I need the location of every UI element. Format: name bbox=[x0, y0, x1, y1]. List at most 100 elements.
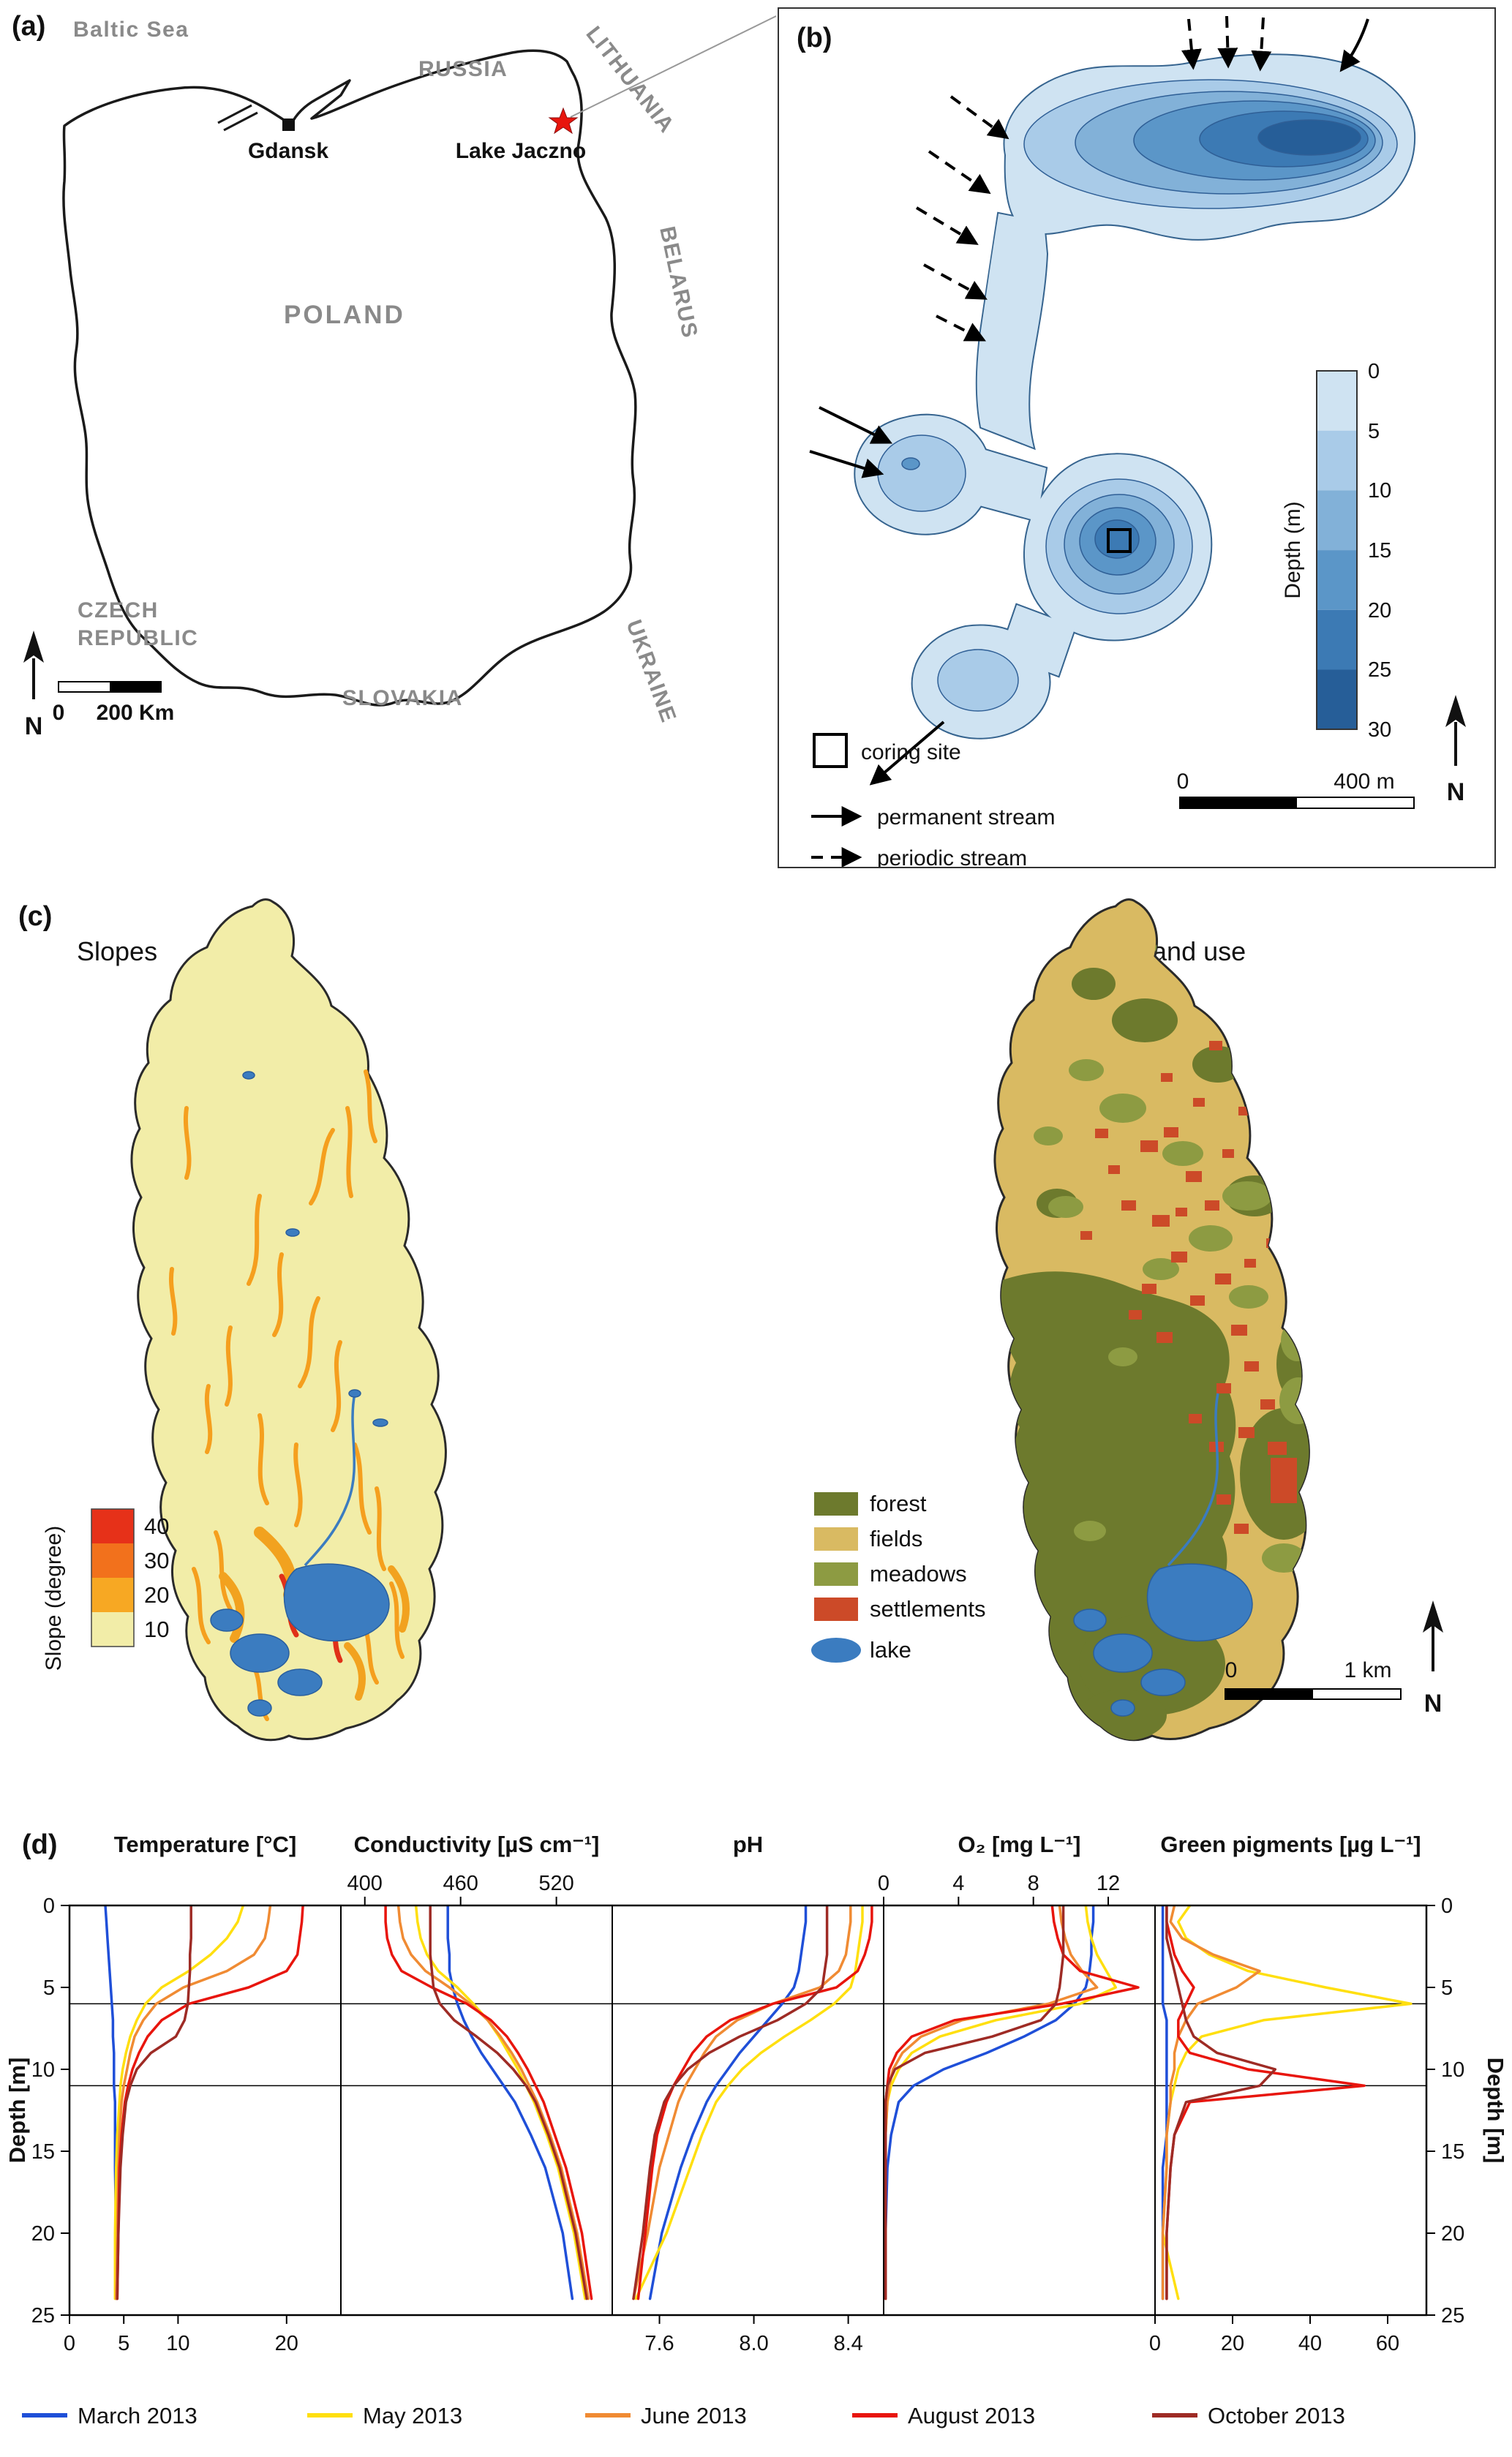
series-march-2013-temperature-c- bbox=[104, 1906, 118, 2300]
poland-outline bbox=[62, 49, 637, 707]
series-june-2013-ph bbox=[632, 1906, 852, 2300]
label-russia: RUSSIA bbox=[418, 57, 508, 81]
tick-label-green-pigments-g-l-: 20 bbox=[1221, 2332, 1244, 2355]
scale-bar: 0 200 Km bbox=[53, 681, 174, 725]
landuse-legend: forest fields meadows settlements lake bbox=[811, 1491, 986, 1663]
label-gdansk: Gdansk bbox=[248, 139, 328, 163]
series-may-2013-ph bbox=[634, 1906, 864, 2300]
legend-fields: fields bbox=[870, 1526, 922, 1551]
slope-tick-20: 20 bbox=[144, 1582, 169, 1608]
tick-label-green-pigments-g-l-: 40 bbox=[1298, 2332, 1322, 2355]
legend-meadows: meadows bbox=[870, 1561, 967, 1587]
label-lithuania: LITHUANIA bbox=[581, 22, 679, 138]
tick-label-ph: 8.4 bbox=[833, 2332, 862, 2355]
tick-label-temperature-c-: 5 bbox=[118, 2332, 129, 2355]
series-october-2013-conductivity-s-cm- bbox=[429, 1906, 588, 2300]
depth-tick-right: 25 bbox=[1441, 2304, 1464, 2328]
lake-bathymetry bbox=[854, 53, 1416, 740]
scale-distance: 400 m bbox=[1334, 770, 1394, 794]
tick-label-temperature-c-: 0 bbox=[64, 2332, 75, 2355]
lakes bbox=[1073, 1563, 1253, 1717]
tick-label-green-pigments-g-l-: 60 bbox=[1376, 2332, 1399, 2355]
panel-b-map: (b) bbox=[797, 15, 1466, 867]
permanent-stream-label: permanent stream bbox=[877, 805, 1055, 829]
stream-line bbox=[1167, 1393, 1219, 1567]
gdansk-marker bbox=[282, 118, 295, 131]
depth-tick-20: 20 bbox=[1368, 599, 1391, 622]
tick-label-ph: 8.0 bbox=[739, 2332, 768, 2355]
scale-zero: 0 bbox=[1225, 1658, 1238, 1682]
panel-c-scale-bar: 0 1 km bbox=[1225, 1658, 1402, 1700]
label-poland: POLAND bbox=[284, 301, 405, 329]
slope-tick-40: 40 bbox=[144, 1513, 169, 1539]
tick-label-temperature-c-: 20 bbox=[275, 2332, 298, 2355]
depth-axis-title-right: Depth [m] bbox=[1483, 2058, 1508, 2164]
legend-label-august-2013: August 2013 bbox=[908, 2403, 1035, 2428]
series-march-2013-conductivity-s-cm- bbox=[446, 1906, 574, 2300]
depth-axis-title: Depth (m) bbox=[1281, 501, 1305, 598]
legend-lake: lake bbox=[870, 1637, 911, 1663]
depth-tick-0: 0 bbox=[1368, 360, 1380, 383]
depth-tick-left: 15 bbox=[31, 2140, 55, 2164]
scale-zero: 0 bbox=[1177, 770, 1189, 794]
label-czech-1: CZECH bbox=[78, 598, 159, 622]
chart-title-temperature-c-: Temperature [°C] bbox=[114, 1832, 297, 1857]
tick-label-temperature-c-: 10 bbox=[166, 2332, 189, 2355]
series-october-2013-o-mg-l- bbox=[884, 1906, 1065, 2300]
depth-tick-5: 5 bbox=[1368, 420, 1380, 443]
depth-tick-left: 5 bbox=[43, 1976, 55, 2000]
north-arrow: N bbox=[23, 631, 44, 740]
series-may-2013-o-mg-l- bbox=[884, 1906, 1118, 2300]
depth-axis-title-left: Depth [m] bbox=[4, 2058, 30, 2164]
chart-frame bbox=[68, 1904, 1428, 2317]
depth-tick-right: 20 bbox=[1441, 2222, 1464, 2246]
depth-tick-left: 0 bbox=[43, 1895, 55, 1918]
lakes bbox=[210, 1071, 390, 1717]
legend-label-june-2013: June 2013 bbox=[641, 2403, 747, 2428]
depth-tick-left: 25 bbox=[31, 2304, 55, 2328]
slope-axis-title: Slope (degree) bbox=[42, 1526, 66, 1671]
scale-bar: 0 400 m bbox=[1177, 770, 1415, 809]
depth-tick-right: 5 bbox=[1441, 1976, 1453, 2000]
chart-title-green-pigments-g-l-: Green pigments [µg L⁻¹] bbox=[1160, 1832, 1421, 1857]
series-june-2013-o-mg-l- bbox=[884, 1906, 1099, 2300]
depth-tick-right: 15 bbox=[1441, 2140, 1464, 2164]
series-june-2013-conductivity-s-cm- bbox=[396, 1906, 590, 2300]
slope-legend: Slope (degree) 40 30 20 10 bbox=[42, 1508, 169, 1671]
periodic-streams bbox=[915, 15, 1272, 342]
series-august-2013-temperature-c- bbox=[116, 1906, 304, 2300]
lake-jaczno-star bbox=[548, 107, 579, 135]
series-june-2013-temperature-c- bbox=[115, 1906, 272, 2300]
tick-label-conductivity-s-cm-: 400 bbox=[347, 1872, 383, 1895]
slopes-title: Slopes bbox=[77, 936, 157, 966]
depth-tick-25: 25 bbox=[1368, 658, 1391, 682]
tick-label-conductivity-s-cm-: 460 bbox=[443, 1872, 478, 1895]
tick-label-o-mg-l-: 4 bbox=[952, 1872, 964, 1895]
north-label: N bbox=[1447, 778, 1465, 806]
series-may-2013-temperature-c- bbox=[113, 1906, 244, 2300]
tick-label-ph: 7.6 bbox=[644, 2332, 674, 2355]
north-label: N bbox=[1424, 1690, 1443, 1717]
tick-label-conductivity-s-cm-: 520 bbox=[538, 1872, 573, 1895]
series-october-2013-green-pigments-g-l- bbox=[1165, 1906, 1277, 2300]
depth-tick-left: 10 bbox=[31, 2058, 55, 2082]
panel-c-label: (c) bbox=[18, 901, 52, 932]
settlement-patches bbox=[1080, 1041, 1301, 1534]
series-october-2013-temperature-c- bbox=[116, 1906, 192, 2300]
depth-contours bbox=[877, 79, 1398, 712]
stream-line bbox=[304, 1393, 356, 1567]
series-march-2013-green-pigments-g-l- bbox=[1161, 1906, 1168, 2300]
depth-legend: 0 5 10 15 20 25 30 Depth (m) bbox=[1281, 360, 1391, 742]
tick-label-o-mg-l-: 0 bbox=[878, 1872, 889, 1895]
legend-label-march-2013: March 2013 bbox=[78, 2403, 198, 2428]
chart-title-ph: pH bbox=[733, 1832, 763, 1857]
legend-settlements: settlements bbox=[870, 1596, 986, 1622]
tick-label-green-pigments-g-l-: 0 bbox=[1149, 2332, 1161, 2355]
legend-label-may-2013: May 2013 bbox=[363, 2403, 462, 2428]
scale-zero: 0 bbox=[53, 701, 65, 725]
tick-label-o-mg-l-: 8 bbox=[1028, 1872, 1039, 1895]
legend-label-october-2013: October 2013 bbox=[1208, 2403, 1345, 2428]
periodic-stream-label: periodic stream bbox=[877, 846, 1027, 867]
panel-a-map: (a) Baltic Sea Gdansk Lake Jaczno RUSSIA… bbox=[12, 11, 777, 740]
